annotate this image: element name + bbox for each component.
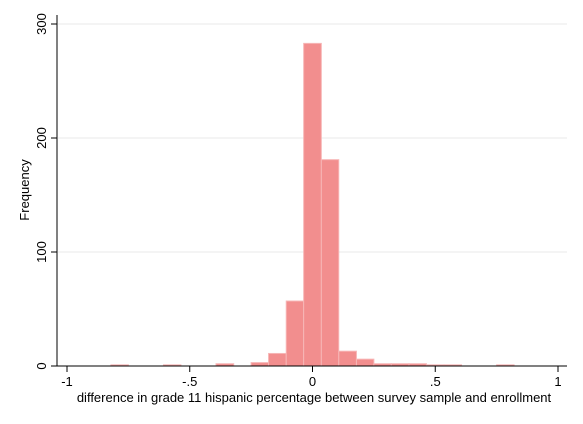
y-tick-label: 0 [34,362,49,369]
x-tick-label: -.5 [182,374,197,389]
x-tick-label: .5 [430,374,441,389]
y-axis-title: Frequency [17,159,32,221]
x-tick-label: 0 [309,374,316,389]
y-tick-label: 300 [34,13,49,35]
histogram-bar [320,159,340,367]
histogram-bar [338,350,357,367]
histogram-bar [355,358,375,367]
x-tick-label: 1 [554,374,561,389]
histogram-bars [110,42,515,367]
histogram-bar [285,300,305,367]
x-axis-ticks: -1 -.5 0 .5 1 [61,366,562,389]
y-tick-label: 100 [34,241,49,263]
x-axis-title: difference in grade 11 hispanic percenta… [77,390,552,405]
y-tick-label: 200 [34,127,49,149]
y-axis-ticks: 0 100 200 300 [34,13,57,370]
histogram-bar [268,352,287,367]
x-tick-label: -1 [61,374,73,389]
histogram-bar [250,362,270,367]
histogram-bar [303,42,322,367]
